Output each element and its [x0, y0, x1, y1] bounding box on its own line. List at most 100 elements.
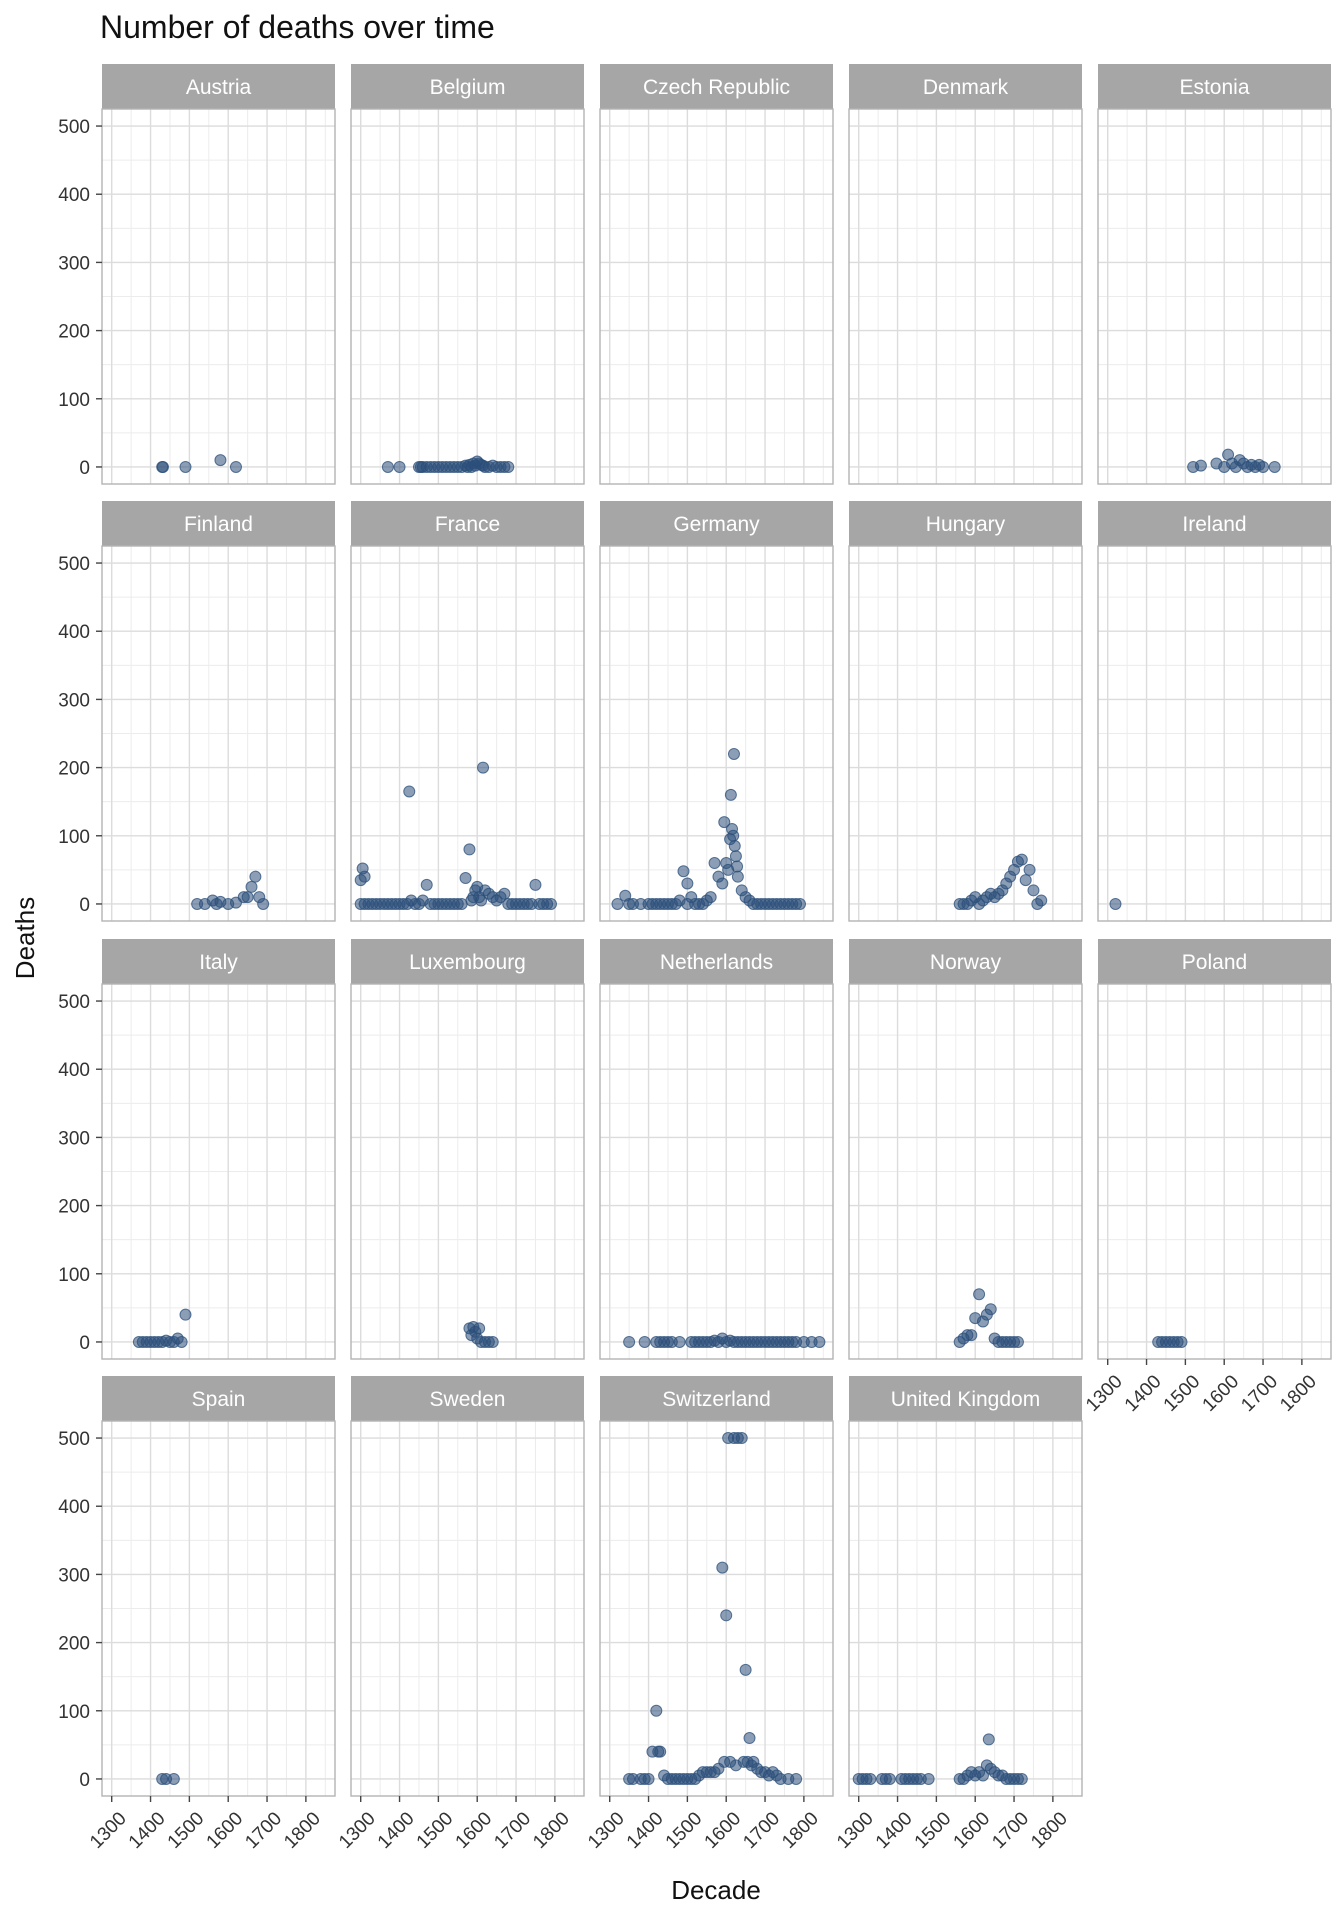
data-point — [965, 1329, 978, 1342]
y-tick-label: 100 — [58, 390, 90, 411]
facet-strip-label: United Kingdom — [891, 1388, 1040, 1411]
major-gridlines — [102, 1421, 335, 1796]
minor-gridlines — [849, 1421, 1082, 1796]
data-point — [727, 829, 740, 842]
data-point — [716, 877, 729, 890]
points — [623, 1432, 803, 1785]
data-point — [544, 897, 557, 910]
x-tick-label: 1800 — [1276, 1371, 1321, 1416]
data-point — [529, 878, 542, 891]
major-gridlines — [849, 109, 1082, 484]
facet-estonia: Estonia — [1097, 64, 1332, 485]
points — [953, 853, 1048, 910]
data-point — [502, 460, 515, 473]
minor-gridlines — [600, 109, 833, 484]
data-point — [1015, 1772, 1028, 1785]
data-point — [179, 460, 192, 473]
data-point — [642, 1772, 655, 1785]
data-point — [638, 1335, 651, 1348]
x-axis-title: Decade — [671, 1875, 761, 1905]
points — [1152, 1335, 1188, 1348]
data-point — [486, 1335, 499, 1348]
minor-gridlines — [102, 984, 335, 1359]
data-point — [654, 1745, 667, 1758]
facet-strip-label: Belgium — [430, 76, 506, 99]
panel-border — [599, 983, 834, 1360]
major-gridlines — [600, 1421, 833, 1796]
facet-hungary: Hungary — [848, 501, 1083, 922]
panel-border — [599, 545, 834, 922]
x-tick-label: 1500 — [413, 1808, 458, 1853]
y-tick-label: 200 — [58, 1197, 90, 1218]
data-point — [704, 891, 717, 904]
data-point — [673, 1335, 686, 1348]
data-point — [984, 1303, 997, 1316]
y-tick-label: 0 — [79, 458, 90, 479]
facet-finland: Finland 0 100 200 300 400 500 — [58, 501, 336, 922]
x-tick-label: 1400 — [125, 1808, 170, 1853]
x-tick-label: 1600 — [203, 1808, 248, 1853]
data-point — [1015, 853, 1028, 866]
facet-italy: Italy 0 100 200 300 400 500 — [58, 939, 336, 1360]
x-tick-label: 1600 — [1199, 1371, 1244, 1416]
facet-strip-label: Luxembourg — [409, 951, 526, 974]
minor-gridlines — [102, 1421, 335, 1796]
major-gridlines — [351, 984, 584, 1359]
y-tick-label: 100 — [58, 827, 90, 848]
points — [132, 1308, 192, 1348]
y-tick-label: 300 — [58, 690, 90, 711]
data-point — [463, 843, 476, 856]
x-tick-label: 1300 — [86, 1808, 131, 1853]
panel-border — [350, 108, 585, 485]
facet-strip — [849, 939, 1082, 984]
major-gridlines — [102, 109, 335, 484]
points — [623, 1332, 826, 1348]
x-tick-label: 1300 — [1082, 1371, 1127, 1416]
data-point — [1011, 1335, 1024, 1348]
points — [611, 747, 806, 910]
data-point — [718, 816, 731, 829]
panel-border — [101, 983, 336, 1360]
facet-strip — [102, 1376, 335, 1421]
data-point — [257, 897, 270, 910]
facet-strip — [1098, 64, 1331, 109]
data-point — [922, 1772, 935, 1785]
points — [852, 1733, 1028, 1785]
data-point — [249, 870, 262, 883]
y-axis: 0 100 200 300 400 500 — [58, 1429, 102, 1791]
points — [1109, 897, 1122, 910]
facet-netherlands: Netherlands — [599, 939, 834, 1360]
y-tick-label: 0 — [79, 895, 90, 916]
facet-strip-label: Finland — [184, 513, 253, 536]
facet-strip-label: Germany — [673, 513, 760, 536]
x-tick-label: 1700 — [988, 1808, 1033, 1853]
facet-strip-label: Ireland — [1182, 513, 1246, 536]
data-point — [214, 454, 227, 467]
facet-france: France — [350, 501, 585, 922]
facet-strip — [351, 64, 584, 109]
x-tick-label: 1400 — [1121, 1371, 1166, 1416]
major-gridlines — [1098, 109, 1331, 484]
chart-title: Number of deaths over time — [100, 9, 495, 45]
data-point — [1268, 460, 1281, 473]
x-tick-label: 1300 — [833, 1808, 878, 1853]
data-point — [1035, 894, 1048, 907]
data-point — [403, 785, 416, 798]
y-tick-label: 500 — [58, 117, 90, 138]
facet-strip — [600, 1376, 833, 1421]
facet-ireland: Ireland — [1097, 501, 1332, 922]
panel-border — [1097, 108, 1332, 485]
panel-border — [599, 1420, 834, 1797]
data-point — [1023, 863, 1036, 876]
data-point — [473, 1322, 486, 1335]
data-point — [1027, 884, 1040, 897]
facet-strip-label: Hungary — [926, 513, 1006, 536]
facet-strip — [849, 64, 1082, 109]
data-point — [739, 1663, 752, 1676]
facet-belgium: Belgium — [350, 64, 585, 485]
minor-gridlines — [849, 109, 1082, 484]
